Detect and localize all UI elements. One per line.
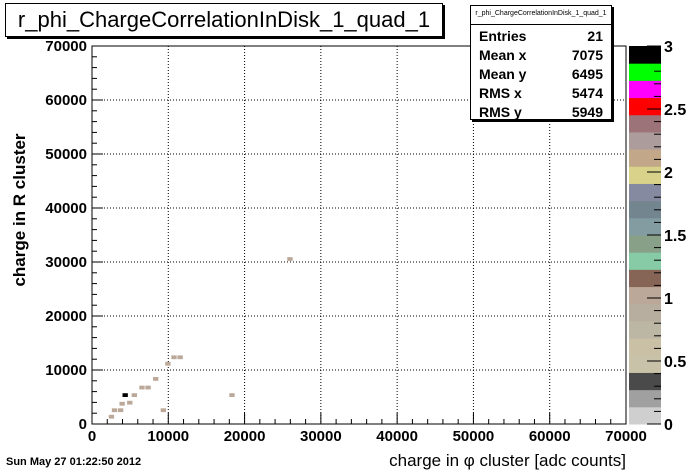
stats-box: r_phi_ChargeCorrelationInDisk_1_quad_1 E… [470, 5, 612, 120]
z-tick-label: 1 [664, 291, 673, 308]
z-tick-label: 1.5 [664, 228, 686, 245]
stats-label: Mean x [479, 47, 527, 63]
stats-value: 6495 [571, 66, 603, 82]
palette-swatch [629, 166, 661, 184]
x-tick-label: 20000 [224, 428, 266, 445]
z-tick-label: 0 [664, 417, 673, 434]
y-tick-label: 70000 [45, 38, 87, 55]
y-tick-label: 40000 [45, 200, 87, 217]
histogram-bin [108, 414, 115, 419]
x-axis-label: charge in φ cluster [adc counts] [389, 451, 626, 470]
palette-swatch [629, 406, 661, 425]
stats-row-rms-y: RMS y 5949 [479, 104, 603, 123]
histogram-bin [145, 385, 151, 390]
palette-swatch [629, 200, 661, 219]
histogram-bin [111, 408, 118, 413]
palette-swatch [629, 338, 661, 356]
histogram-bins [108, 257, 293, 419]
x-tick-label: 40000 [376, 428, 418, 445]
timestamp: Sun May 27 01:22:50 2012 [6, 456, 142, 468]
histogram-bin [127, 400, 133, 405]
y-axis-label: charge in R cluster [10, 133, 29, 286]
y-tick-label: 0 [79, 416, 87, 433]
palette-swatch [629, 252, 661, 270]
histogram-bin [119, 401, 125, 406]
x-tick-labels: 0 10000 20000 30000 40000 50000 60000 70000 [88, 428, 647, 445]
stats-value: 7075 [571, 47, 603, 63]
palette-swatch [629, 355, 661, 373]
histogram-bin [287, 257, 293, 261]
histogram-bin [122, 393, 128, 397]
x-tick-label: 30000 [300, 428, 342, 445]
stats-value: 5474 [571, 85, 603, 101]
stats-row-mean-x: Mean x 7075 [479, 47, 603, 66]
y-tick-label: 30000 [45, 254, 87, 271]
palette-swatch [629, 131, 661, 150]
x-tick-label: 60000 [529, 428, 571, 445]
z-tick-label: 2 [664, 165, 673, 182]
palette-swatch [629, 183, 661, 202]
y-tick-label: 10000 [45, 362, 87, 379]
palette-swatch [629, 63, 661, 81]
palette-swatch [629, 97, 661, 116]
histogram-bin [153, 377, 159, 381]
z-tick-label: 0.5 [664, 354, 686, 371]
stats-label: RMS y [479, 104, 522, 120]
z-tick-labels: 0 0.5 1 1.5 2 2.5 3 [664, 39, 686, 434]
palette-swatch [629, 303, 661, 322]
y-tick-label: 20000 [45, 308, 87, 325]
palette-swatch [629, 46, 661, 64]
x-tick-label: 0 [88, 428, 96, 445]
stats-row-entries: Entries 21 [479, 28, 603, 47]
plot-frame [91, 45, 627, 425]
histogram-bin [139, 385, 145, 390]
chart-title: r_phi_ChargeCorrelationInDisk_1_quad_1 [17, 7, 431, 32]
palette-swatch [629, 269, 661, 288]
z-tick-label: 2.5 [664, 102, 686, 119]
histogram-bin [165, 361, 171, 366]
color-palette [629, 45, 661, 425]
stats-value: 5949 [571, 104, 603, 120]
x-tick-label: 10000 [147, 428, 189, 445]
stats-label: RMS x [479, 85, 522, 101]
stats-label: Mean y [479, 66, 527, 82]
y-tick-label: 60000 [45, 92, 87, 109]
palette-swatch [629, 389, 661, 408]
histogram-bin [171, 355, 177, 360]
palette-swatch [629, 114, 661, 133]
palette-swatch [629, 286, 661, 305]
palette-swatch [629, 320, 661, 339]
axes [91, 45, 627, 425]
histogram-bin [160, 408, 166, 413]
title-box: r_phi_ChargeCorrelationInDisk_1_quad_1 [5, 3, 443, 37]
y-tick-labels: 0 10000 20000 30000 40000 50000 60000 70000 [45, 38, 87, 433]
histogram-bin [229, 393, 235, 397]
histogram-bin [177, 355, 183, 360]
palette-swatch [629, 235, 661, 253]
palette-swatch [629, 149, 661, 167]
histogram-bin [131, 393, 138, 397]
palette-swatch [629, 372, 661, 391]
stats-value: 21 [587, 28, 603, 44]
palette-swatch [629, 80, 661, 99]
x-tick-label: 50000 [453, 428, 495, 445]
y-tick-label: 50000 [45, 146, 87, 163]
stats-row-rms-x: RMS x 5474 [479, 85, 603, 104]
stats-label: Entries [479, 28, 527, 44]
x-tick-label: 70000 [605, 428, 647, 445]
z-tick-label: 3 [664, 39, 673, 56]
stats-title: r_phi_ChargeCorrelationInDisk_1_quad_1 [471, 8, 611, 25]
stats-row-mean-y: Mean y 6495 [479, 66, 603, 85]
palette-swatch [629, 217, 661, 236]
histogram-bin [117, 408, 124, 413]
